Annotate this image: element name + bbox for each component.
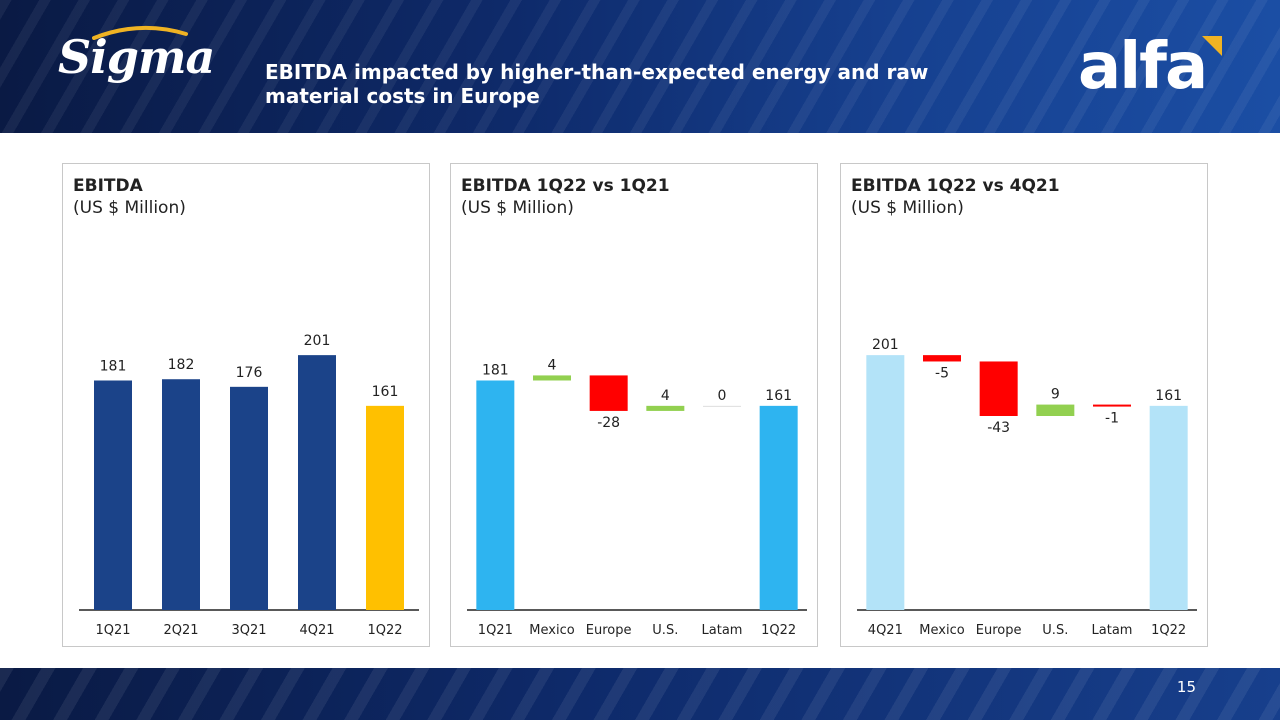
ebitda-chart: 181 1Q21 182 2Q21 176 3Q21 201 4Q21 161 1Q22 [79,333,419,638]
page-title: EBITDA impacted by higher-than-expected … [265,60,929,108]
x-tick-label: Europe [976,623,1022,638]
x-tick-label: 1Q21 [95,623,130,638]
bar-europe [979,361,1018,416]
bar-mexico [923,355,961,362]
sigma-swoosh-icon [92,25,188,40]
data-label: 161 [1155,388,1182,404]
chart-title: EBITDA 1Q22 vs 4Q21 [851,176,1060,196]
data-label: 182 [168,357,195,373]
bar-u-s- [646,405,685,411]
data-label: 181 [100,358,127,374]
x-tick-label: 4Q21 [868,623,903,638]
bar-u-s- [1036,404,1075,416]
bar-3q21 [230,386,268,610]
header-banner: Sigma EBITDA impacted by higher-than-exp… [0,0,1280,133]
data-label: 4 [661,388,670,404]
x-tick-label: 1Q22 [1151,623,1186,638]
x-tick-label: 1Q22 [367,623,402,638]
x-tick-label: 1Q21 [478,623,513,638]
chart-title: EBITDA 1Q22 vs 1Q21 [461,176,670,196]
chart-title: EBITDA [73,176,143,196]
data-label: 201 [872,337,899,353]
data-label: 9 [1051,387,1060,403]
x-tick-label: Europe [586,623,632,638]
data-label: 0 [718,388,727,404]
x-tick-label: Latam [1092,623,1133,638]
data-label: 176 [236,365,263,381]
alfa-logo: alfa [1078,30,1208,104]
bar-mexico [533,375,571,381]
waterfall-chart-vs-4q21: 201 4Q21 -5 Mexico -43 Europe 9 U.S. -1 Latam 161 1… [857,337,1197,638]
bar-4q21 [866,355,905,610]
data-label: 4 [548,357,557,373]
bar-1q21 [476,380,515,610]
chart-subtitle: (US $ Million) [461,198,574,218]
bar-2q21 [162,379,200,610]
data-label: 161 [372,384,399,400]
chart-subtitle: (US $ Million) [851,198,964,218]
bar-europe [589,375,628,411]
bar-1q22 [366,405,404,610]
x-tick-label: Mexico [529,623,574,638]
x-tick-label: 3Q21 [231,623,266,638]
data-label: 161 [765,388,792,404]
x-tick-label: U.S. [1042,623,1068,638]
x-tick-label: 4Q21 [299,623,334,638]
waterfall-chart-vs-1q21: 181 1Q21 4 Mexico -28 Europe 4 U.S. 0 Latam 161 1Q2… [467,357,807,638]
chart-subtitle: (US $ Million) [73,198,186,218]
data-label: -5 [935,365,949,381]
data-label: 181 [482,362,509,378]
data-label: -43 [987,420,1010,436]
bar-1q22 [1149,405,1188,610]
data-label: -28 [597,415,620,431]
page-number: 15 [1176,678,1196,696]
alfa-corner-mark-icon [1202,36,1222,56]
data-label: -1 [1105,411,1119,427]
bar-1q22 [759,405,798,610]
bar-latam [1093,404,1131,407]
bar-latam [703,405,741,407]
x-tick-label: U.S. [652,623,678,638]
x-tick-label: Mexico [919,623,964,638]
data-label: 201 [304,333,331,349]
bar-1q21 [94,380,132,610]
ebitda-panel: EBITDA (US $ Million) 181 1Q21 182 2Q21 176 3… [62,163,430,647]
ebitda-1q22-vs-1q21-panel: EBITDA 1Q22 vs 1Q21 (US $ Million) 181 1Q… [450,163,818,647]
footer-banner: 15 [0,668,1280,720]
x-tick-label: 2Q21 [163,623,198,638]
sigma-logo: Sigma [58,30,215,84]
ebitda-1q22-vs-4q21-panel: EBITDA 1Q22 vs 4Q21 (US $ Million) 201 4Q… [840,163,1208,647]
x-tick-label: Latam [702,623,743,638]
x-tick-label: 1Q22 [761,623,796,638]
bar-4q21 [298,355,336,610]
